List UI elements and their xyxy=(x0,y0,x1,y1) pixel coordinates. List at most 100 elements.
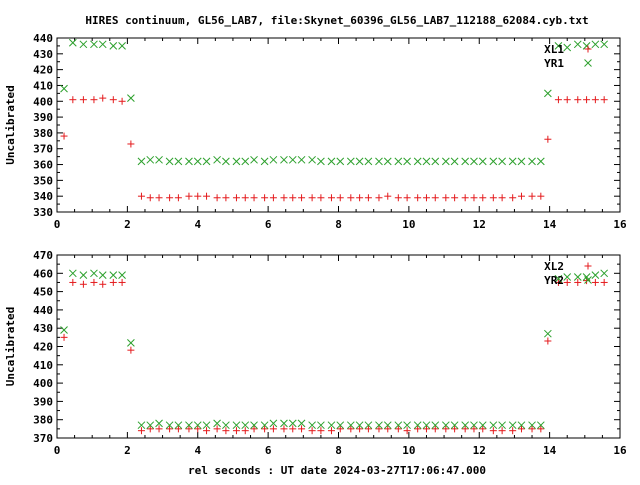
data-point xyxy=(544,329,552,338)
legend-label: YR1 xyxy=(544,57,564,70)
data-point xyxy=(261,425,269,433)
data-point xyxy=(489,157,498,166)
data-point xyxy=(241,421,250,430)
data-point xyxy=(60,132,68,140)
data-point xyxy=(146,194,154,202)
y-tick-label: 330 xyxy=(33,206,53,219)
data-point xyxy=(574,96,582,104)
chart-title: HIRES continuum, GL56_LAB7, file:Skynet_… xyxy=(85,14,588,27)
data-point xyxy=(289,194,297,202)
data-point xyxy=(166,425,174,433)
data-point xyxy=(375,425,383,433)
data-point xyxy=(554,274,563,283)
data-point xyxy=(336,425,344,433)
data-point xyxy=(127,346,135,354)
data-point xyxy=(79,271,88,279)
data-point xyxy=(317,157,325,166)
y-tick-label: 340 xyxy=(33,190,53,203)
data-point xyxy=(232,421,241,430)
x-tick-label: 10 xyxy=(402,444,415,457)
legend-marker xyxy=(584,276,592,284)
data-point xyxy=(336,157,345,166)
y-tick-label: 370 xyxy=(33,143,53,156)
data-point xyxy=(582,42,591,50)
data-point xyxy=(356,194,364,202)
data-point xyxy=(68,38,77,47)
data-point xyxy=(450,157,459,166)
data-point xyxy=(413,421,422,430)
data-point xyxy=(489,421,498,430)
data-point xyxy=(356,425,364,433)
y-tick-label: 410 xyxy=(33,79,53,92)
x-tick-label: 0 xyxy=(54,444,61,457)
legend-marker xyxy=(584,59,592,67)
data-point xyxy=(364,157,373,166)
data-point xyxy=(69,278,77,286)
data-point xyxy=(250,425,258,433)
plot-frame xyxy=(56,254,621,439)
data-point xyxy=(308,194,316,202)
data-point xyxy=(298,425,306,433)
data-point xyxy=(544,337,552,345)
x-tick-label: 14 xyxy=(543,444,557,457)
data-point xyxy=(537,425,545,433)
data-point xyxy=(489,427,497,435)
data-point xyxy=(498,157,506,166)
data-point xyxy=(431,194,439,202)
data-point xyxy=(308,421,316,430)
data-point xyxy=(355,421,364,430)
x-tick-label: 16 xyxy=(613,218,627,231)
data-point xyxy=(461,425,469,433)
data-point xyxy=(441,421,450,430)
x-tick-label: 16 xyxy=(613,444,627,457)
data-point xyxy=(517,425,525,433)
y-tick-label: 430 xyxy=(33,322,53,335)
y-tick-label: 360 xyxy=(33,159,53,172)
data-point xyxy=(591,96,599,104)
data-point xyxy=(109,42,118,50)
data-point xyxy=(202,157,211,166)
legend-marker xyxy=(584,262,592,270)
data-point xyxy=(442,425,450,433)
data-point xyxy=(554,278,562,286)
data-point xyxy=(232,157,241,166)
data-point xyxy=(174,157,183,166)
legend-label: YR2 xyxy=(544,274,564,287)
data-point xyxy=(591,271,600,279)
data-point xyxy=(194,192,202,200)
data-point xyxy=(155,194,163,202)
data-point xyxy=(90,96,98,104)
data-point xyxy=(591,40,600,49)
data-point xyxy=(166,194,174,202)
data-point xyxy=(280,155,288,164)
y-tick-label: 440 xyxy=(33,32,53,45)
data-point xyxy=(213,194,221,202)
data-point xyxy=(213,419,221,428)
y-tick-label: 410 xyxy=(33,359,53,372)
data-point xyxy=(99,280,107,288)
data-point xyxy=(383,157,392,166)
data-point xyxy=(600,278,608,286)
data-point xyxy=(90,278,98,286)
data-point xyxy=(498,427,506,435)
data-point xyxy=(155,419,163,428)
data-point xyxy=(364,194,372,202)
data-point xyxy=(394,421,403,430)
data-point xyxy=(79,280,87,288)
data-point xyxy=(118,97,126,105)
data-point xyxy=(60,333,68,341)
data-point xyxy=(573,40,582,49)
data-point xyxy=(98,40,107,49)
data-point xyxy=(414,194,422,202)
y-tick-label: 400 xyxy=(33,377,53,390)
data-point xyxy=(600,40,609,49)
data-point xyxy=(403,157,411,166)
data-point xyxy=(232,194,240,202)
y-tick-label: 420 xyxy=(33,64,53,77)
data-point xyxy=(317,427,325,435)
data-point xyxy=(280,419,288,428)
data-point xyxy=(346,421,355,430)
data-point xyxy=(118,271,126,279)
data-point xyxy=(384,192,392,200)
data-point xyxy=(79,96,87,104)
